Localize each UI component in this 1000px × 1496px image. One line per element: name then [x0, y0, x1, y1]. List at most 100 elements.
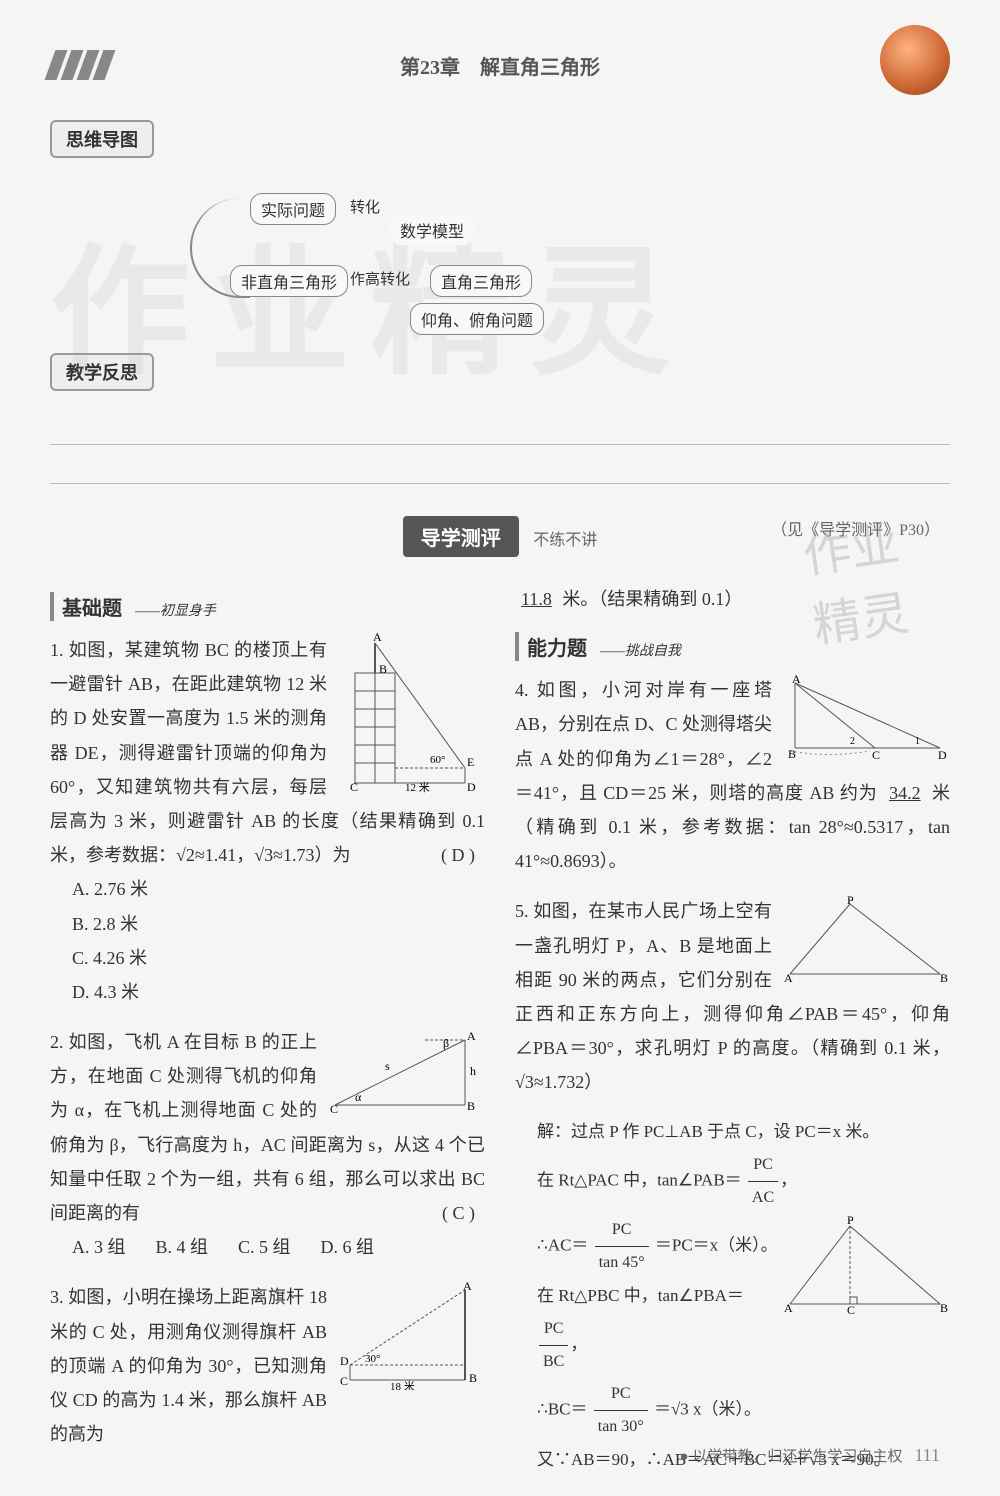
problem-3: A B C D 30° 18 米 3. 如图，小明在操场上距离旗杆 18 米的 …: [50, 1280, 485, 1451]
p1-opt-c: C. 4.26 米: [72, 941, 485, 975]
basic-label: 基础题: [62, 598, 122, 620]
assessment-ref: （见《导学测评》P30） 作业 精灵: [771, 516, 940, 680]
p5-s3b: ＝PC＝x（米）。: [655, 1236, 778, 1255]
p5-s2-frac: PC AC: [748, 1149, 778, 1214]
frac-num: PC: [748, 1149, 778, 1182]
svg-text:P: P: [847, 1214, 854, 1227]
svg-text:D: D: [938, 748, 947, 762]
p5-s1: 解：过点 P 作 PC⊥AB 于点 C，设 PC＝x 米。: [537, 1115, 950, 1149]
mindmap-diagram: 实际问题 转化 数学模型 非直角三角形 作高转化 直角三角形 仰角、俯角问题: [230, 193, 950, 323]
svg-text:C: C: [340, 1374, 348, 1388]
p2-opt-b: B. 4 组: [156, 1230, 209, 1264]
footer-motto: ● 以学带教，归还学生学习自主权: [680, 1445, 903, 1466]
p1-figure: A B C D E 60° 12 米: [335, 633, 485, 793]
p1-opt-d: D. 4.3 米: [72, 975, 485, 1009]
mm-node-5: 仰角、俯角问题: [410, 303, 544, 335]
mindmap-tag: 思维导图: [50, 120, 154, 158]
svg-text:B: B: [469, 1371, 477, 1385]
svg-text:1: 1: [915, 736, 920, 747]
svg-text:A: A: [463, 1280, 472, 1293]
p5-s3a: ∴AC＝: [537, 1236, 588, 1255]
reflection-tag: 教学反思: [50, 353, 154, 391]
reflection-lines: [50, 406, 950, 486]
frac-den: AC: [748, 1182, 778, 1214]
assessment-sub: 不练不讲: [533, 526, 597, 550]
svg-text:12 米: 12 米: [405, 781, 430, 793]
p4-num: 4.: [515, 680, 529, 700]
p1-opt-a: A. 2.76 米: [72, 872, 485, 906]
p1-opt-b: B. 2.8 米: [72, 907, 485, 941]
page-number: 111: [914, 1445, 940, 1466]
content-columns: 基础题 ——初显身手 A: [50, 582, 950, 1477]
p2-options: A. 3 组 B. 4 组 C. 5 组 D. 6 组: [72, 1230, 485, 1264]
p5-s3-frac: PC tan 45°: [595, 1214, 649, 1279]
header-slashes: [50, 50, 110, 80]
page-footer: ● 以学带教，归还学生学习自主权 111: [680, 1445, 940, 1466]
problem-1: A B C D E 60° 12 米 1. 如图，某建筑物 BC 的楼顶上有一避…: [50, 633, 485, 1009]
p5-s2-line: 在 Rt△PAC 中，tan∠PAB＝ PC AC ，: [537, 1149, 950, 1214]
p5-s5-line: ∴BC＝ PC tan 30° ＝√3 x（米）。: [537, 1378, 950, 1443]
page-header: 第23章 解直角三角形: [50, 40, 950, 90]
p2-opt-a: A. 3 组: [72, 1230, 126, 1264]
svg-text:A: A: [467, 1029, 476, 1043]
p2-num: 2.: [50, 1032, 64, 1052]
right-column: 11.8 米。（结果精确到 0.1） 能力题 ——挑战自我 A B C D: [515, 582, 950, 1477]
p1-options: A. 2.76 米 B. 2.8 米 C. 4.26 米 D. 4.3 米: [72, 872, 485, 1009]
svg-text:A: A: [373, 633, 382, 644]
p3-blank: 11.8: [515, 589, 558, 609]
svg-text:B: B: [379, 662, 387, 676]
svg-text:s: s: [385, 1059, 390, 1073]
mm-label-1: 转化: [350, 196, 380, 217]
svg-text:30°: 30°: [365, 1353, 380, 1365]
p2-figure: A B C α β s h: [325, 1025, 485, 1115]
frac-den3: BC: [539, 1346, 568, 1378]
svg-text:C: C: [872, 748, 880, 762]
svg-text:18 米: 18 米: [390, 1380, 415, 1390]
assessment-badge: 导学测评: [403, 516, 519, 557]
p5-figure: P A B: [780, 894, 950, 984]
p5-s4: 在 Rt△PBC 中，tan∠PBA＝: [537, 1286, 744, 1305]
assessment-banner: 导学测评 不练不讲 （见《导学测评》P30） 作业 精灵: [50, 516, 950, 557]
mm-node-3: 非直角三角形: [230, 265, 348, 297]
svg-text:P: P: [847, 894, 854, 907]
p4-blank: 34.2: [883, 783, 927, 803]
left-column: 基础题 ——初显身手 A: [50, 582, 485, 1477]
p5-solution: 解：过点 P 作 PC⊥AB 于点 C，设 PC＝x 米。 在 Rt△PAC 中…: [537, 1115, 950, 1477]
p2-answer: ( C ): [442, 1196, 475, 1230]
svg-text:2: 2: [850, 736, 855, 747]
p5-num: 5.: [515, 901, 529, 921]
svg-text:60°: 60°: [430, 754, 445, 766]
p3-text-a: 如图，小明在操场上距离旗杆 18 米的 C 处，用测角仪测得旗杆 AB 的顶端 …: [50, 1287, 327, 1444]
ability-label: 能力题: [527, 638, 587, 660]
svg-text:C: C: [330, 1102, 338, 1115]
svg-text:B: B: [467, 1099, 475, 1113]
problem-4: A B C D 2 1 4. 如图，小河对岸有一座塔 AB，分别在点 D、C 处…: [515, 673, 950, 878]
svg-text:A: A: [784, 1301, 793, 1314]
svg-text:α: α: [355, 1090, 362, 1104]
basic-title: 基础题 ——初显身手: [50, 592, 485, 621]
svg-text:B: B: [788, 747, 796, 761]
svg-text:B: B: [940, 971, 948, 984]
problem-2: A B C α β s h 2. 如图，飞机 A 在目标 B 的正上方，在地面 …: [50, 1025, 485, 1264]
p2-opt-c: C. 5 组: [238, 1230, 291, 1264]
p5-s4-frac: PC BC: [539, 1313, 568, 1378]
frac-num2: PC: [595, 1214, 649, 1247]
p5-s2: 在 Rt△PAC 中，tan∠PAB＝: [537, 1171, 742, 1190]
svg-text:E: E: [467, 755, 474, 769]
p4-figure: A B C D 2 1: [780, 673, 950, 763]
svg-text:β: β: [443, 1036, 449, 1050]
p2-opt-d: D. 6 组: [321, 1230, 375, 1264]
p5-s5a: ∴BC＝: [537, 1400, 588, 1419]
ability-sub: ——挑战自我: [600, 644, 681, 659]
p3-text-b: 米。（结果精确到 0.1）: [562, 589, 742, 609]
svg-text:D: D: [340, 1354, 349, 1368]
p1-answer: ( D ): [441, 838, 475, 872]
svg-text:C: C: [847, 1303, 855, 1314]
mascot-icon: [880, 25, 950, 95]
svg-text:B: B: [940, 1301, 948, 1314]
chapter-title: 第23章 解直角三角形: [400, 51, 600, 80]
problem-5: P A B 5. 如图，在某市人民广场上空有一盏孔明灯 P，A、B 是地面上相距…: [515, 894, 950, 1099]
mm-node-4: 直角三角形: [430, 265, 532, 297]
frac-num4: PC: [594, 1378, 648, 1411]
frac-num3: PC: [539, 1313, 568, 1346]
